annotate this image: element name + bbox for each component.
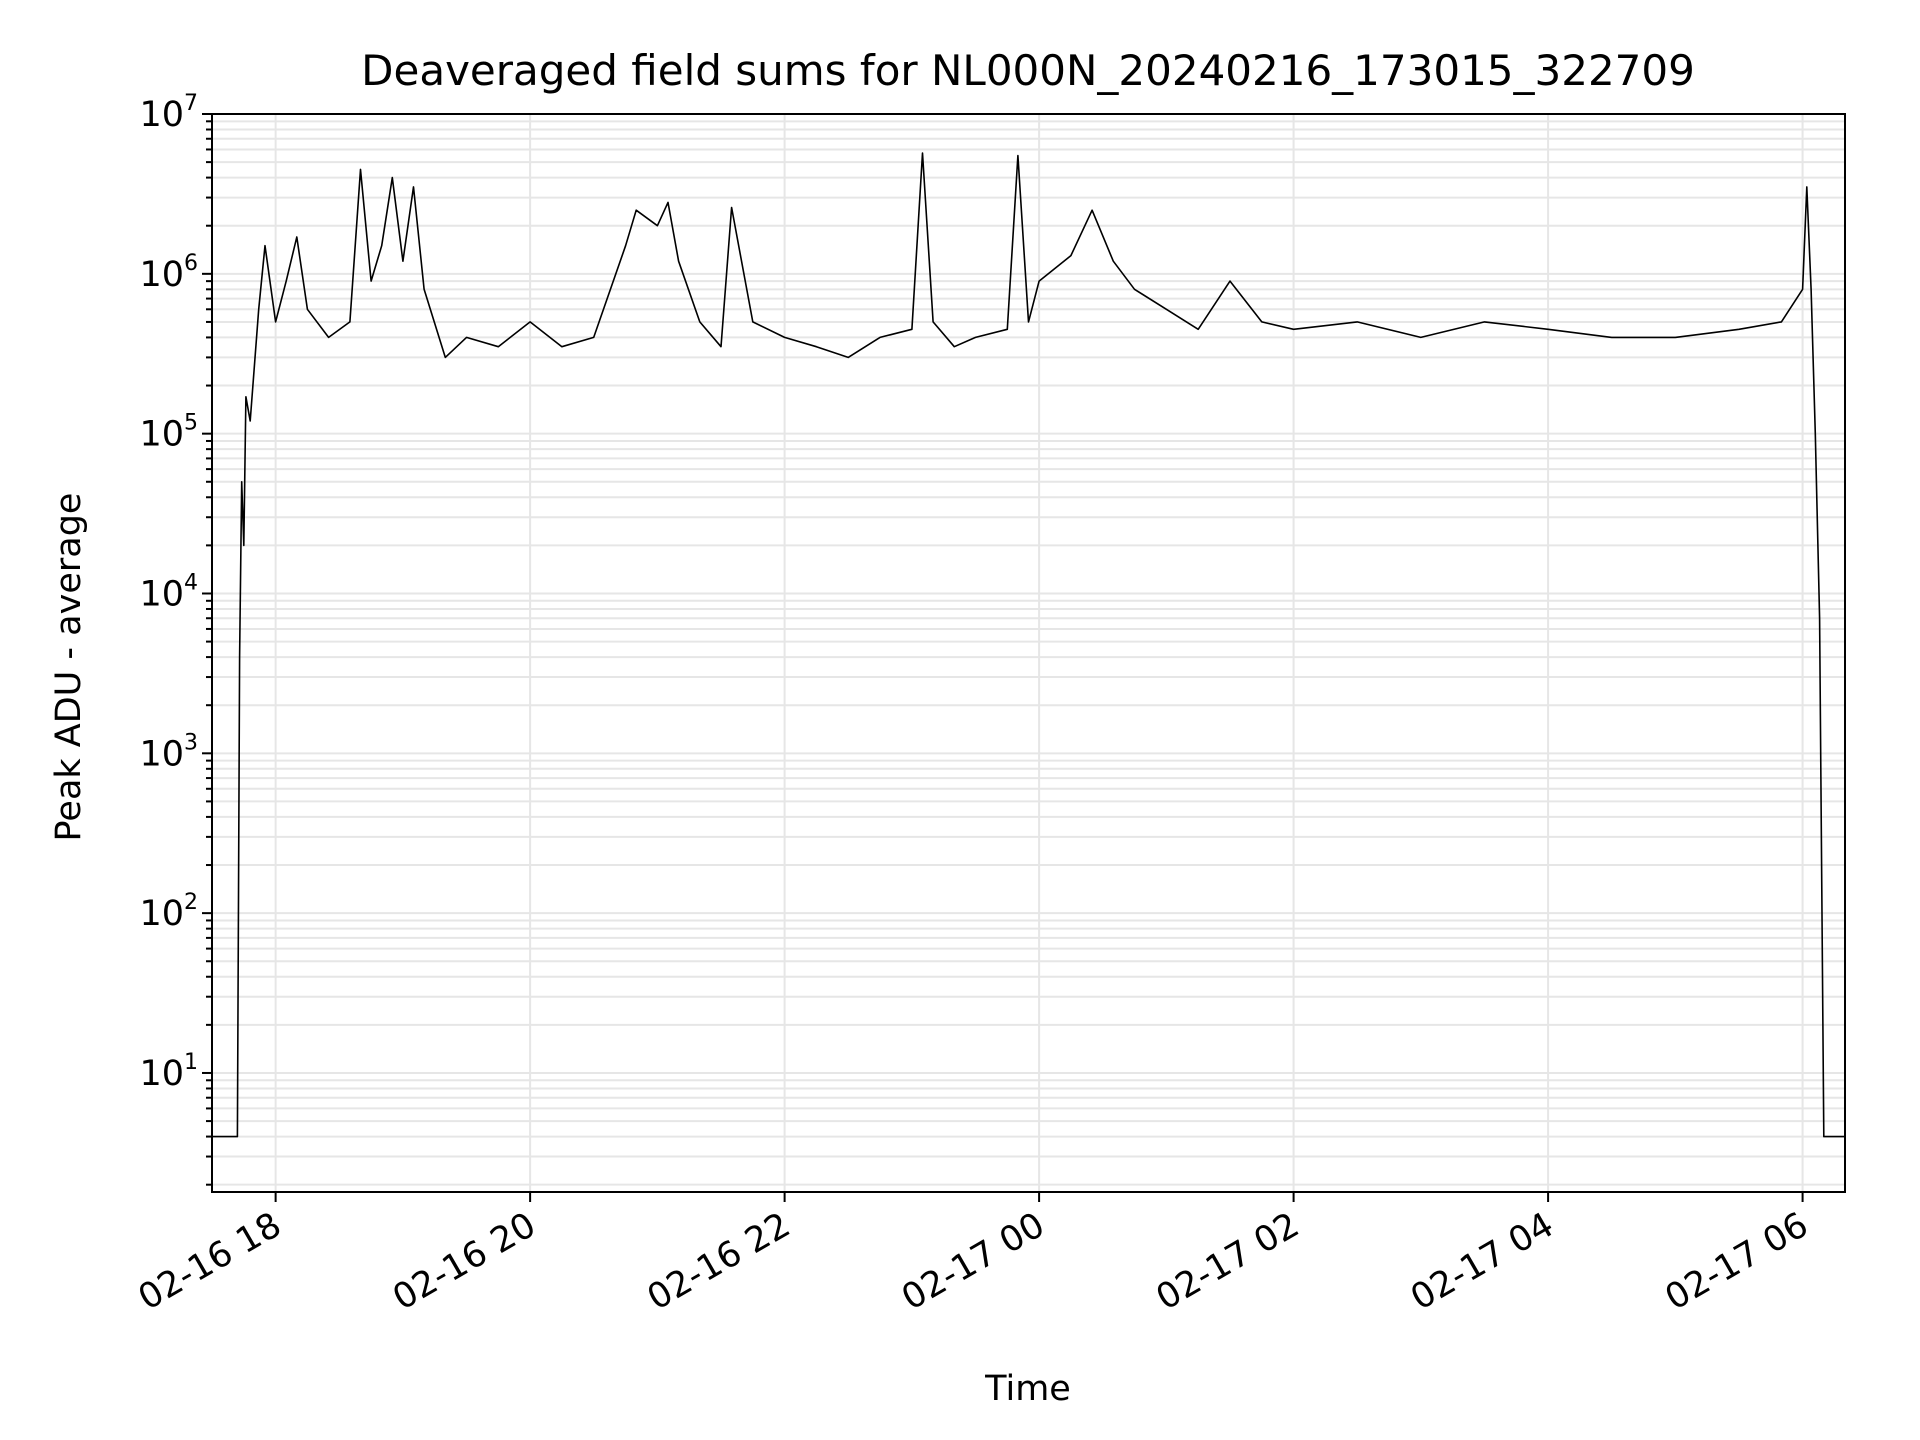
- series-line: [212, 152, 1845, 1138]
- plot-frame: [211, 113, 1846, 1193]
- y-tick-label: 102: [139, 890, 198, 934]
- y-tick-label: 103: [139, 730, 198, 774]
- y-tick-label: 107: [139, 91, 198, 135]
- y-axis-label: Peak ADU - average: [49, 493, 89, 842]
- y-axis: 101 102 103 104 105 106 107: [139, 91, 198, 1094]
- y-tick-label: 101: [139, 1050, 198, 1094]
- series-layer: [212, 152, 1845, 1138]
- x-axis-label: Time: [984, 1369, 1071, 1409]
- y-tick-label: 106: [139, 251, 198, 295]
- y-tick-label: 105: [139, 411, 198, 455]
- grid: [202, 113, 1845, 1192]
- y-tick-label: 104: [139, 570, 198, 614]
- chart-title: Deaveraged field sums for NL000N_2024021…: [361, 46, 1695, 95]
